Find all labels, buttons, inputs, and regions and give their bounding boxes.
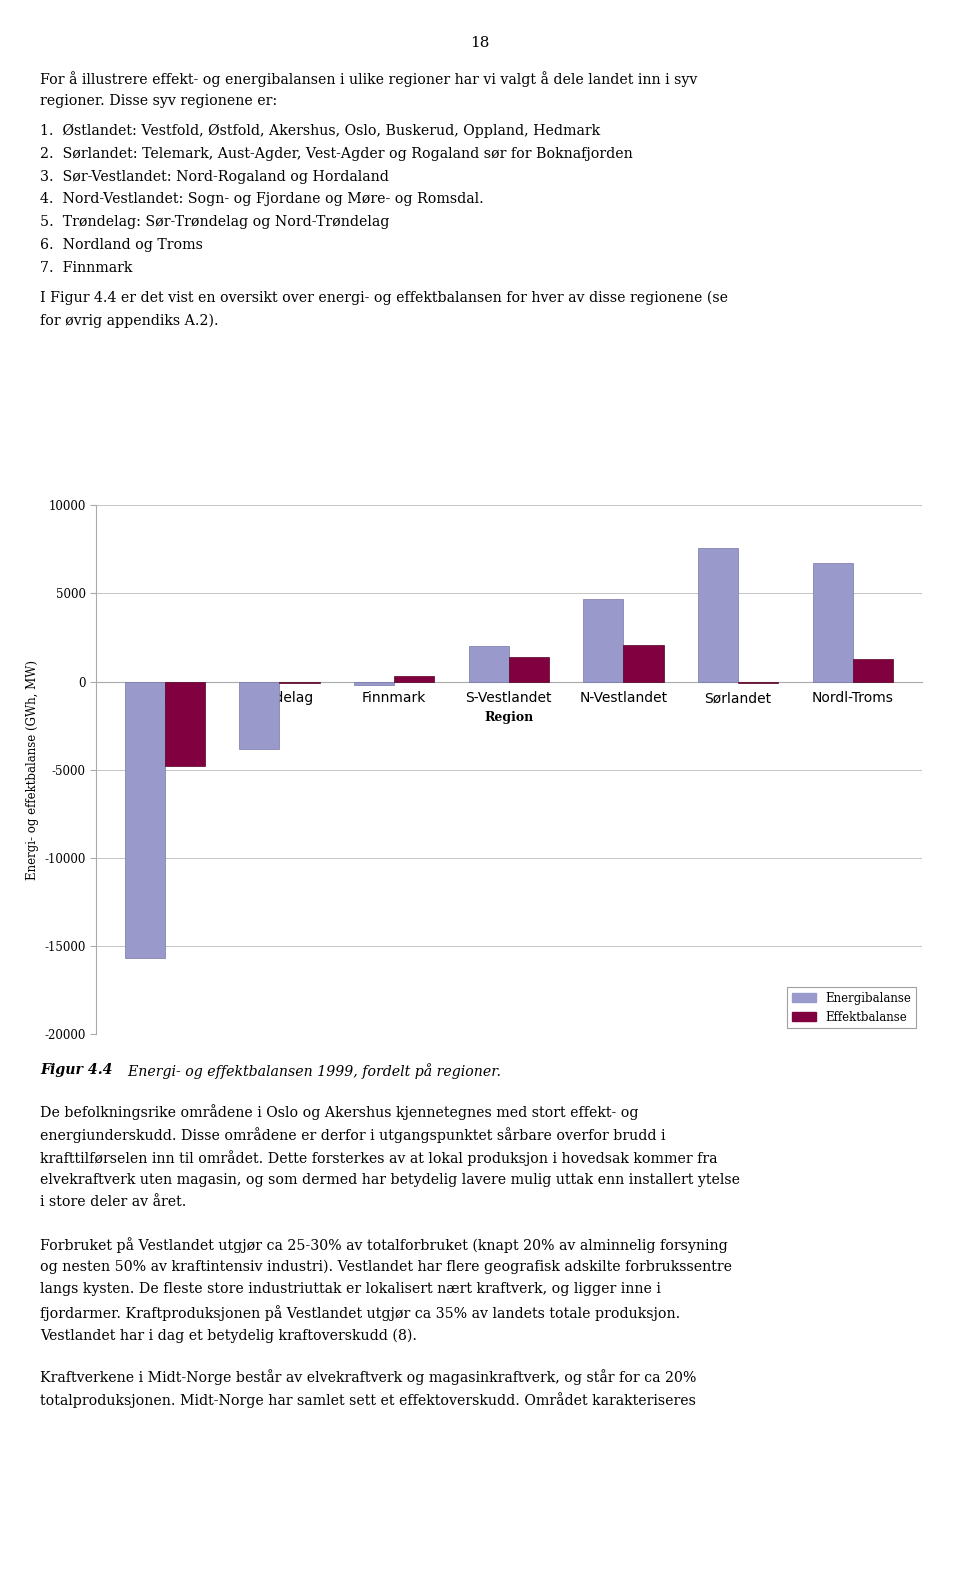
Text: 4.  Nord-Vestlandet: Sogn- og Fjordane og Møre- og Romsdal.: 4. Nord-Vestlandet: Sogn- og Fjordane og… (40, 193, 484, 207)
Text: Forbruket på Vestlandet utgjør ca 25-30% av totalforbruket (knapt 20% av alminne: Forbruket på Vestlandet utgjør ca 25-30%… (40, 1236, 728, 1252)
Bar (698, 548, 738, 682)
Legend: Energibalanse, Effektbalanse: Energibalanse, Effektbalanse (787, 987, 916, 1028)
Text: 1.  Østlandet: Vestfold, Østfold, Akershus, Oslo, Buskerud, Oppland, Hedmark: 1. Østlandet: Vestfold, Østfold, Akershu… (40, 123, 600, 137)
Text: For å illustrere effekt- og energibalansen i ulike regioner har vi valgt å dele : For å illustrere effekt- og energibalans… (40, 71, 698, 87)
Bar (813, 564, 852, 682)
Text: elvekraftverk uten magasin, og som dermed har betydelig lavere mulig uttak enn i: elvekraftverk uten magasin, og som derme… (40, 1173, 740, 1186)
Bar (623, 644, 663, 682)
X-axis label: Region: Region (484, 711, 534, 723)
Bar (852, 658, 893, 682)
Text: Figur 4.4: Figur 4.4 (40, 1063, 113, 1077)
Text: De befolkningsrike områdene i Oslo og Akershus kjennetegnes med stort effekt- og: De befolkningsrike områdene i Oslo og Ak… (40, 1104, 638, 1120)
Text: regioner. Disse syv regionene er:: regioner. Disse syv regionene er: (40, 93, 277, 107)
Text: Kraftverkene i Midt-Norge består av elvekraftverk og magasinkraftverk, og står f: Kraftverkene i Midt-Norge består av elve… (40, 1369, 697, 1385)
Text: 3.  Sør-Vestlandet: Nord-Rogaland og Hordaland: 3. Sør-Vestlandet: Nord-Rogaland og Hord… (40, 169, 389, 183)
Text: 5.  Trøndelag: Sør-Trøndelag og Nord-Trøndelag: 5. Trøndelag: Sør-Trøndelag og Nord-Trøn… (40, 215, 390, 229)
Bar (584, 598, 623, 682)
Bar (165, 682, 204, 766)
Text: og nesten 50% av kraftintensiv industri). Vestlandet har flere geografisk adskil: og nesten 50% av kraftintensiv industri)… (40, 1260, 732, 1274)
Bar (354, 682, 395, 685)
Text: totalproduksjonen. Midt-Norge har samlet sett et effektoverskudd. Området karakt: totalproduksjonen. Midt-Norge har samlet… (40, 1393, 696, 1408)
Text: Energi- og effektbalansen 1999, fordelt på regioner.: Energi- og effektbalansen 1999, fordelt … (110, 1063, 501, 1078)
Text: 18: 18 (470, 36, 490, 51)
Text: energiunderskudd. Disse områdene er derfor i utgangspunktet sårbare overfor brud: energiunderskudd. Disse områdene er derf… (40, 1127, 666, 1143)
Bar (125, 682, 165, 958)
Text: i store deler av året.: i store deler av året. (40, 1195, 186, 1210)
Text: langs kysten. De fleste store industriuttak er lokalisert nært kraftverk, og lig: langs kysten. De fleste store industriut… (40, 1282, 661, 1296)
Text: for øvrig appendiks A.2).: for øvrig appendiks A.2). (40, 314, 219, 328)
Text: fjordarmer. Kraftproduksjonen på Vestlandet utgjør ca 35% av landets totale prod: fjordarmer. Kraftproduksjonen på Vestlan… (40, 1306, 681, 1322)
Text: 6.  Nordland og Troms: 6. Nordland og Troms (40, 238, 204, 253)
Bar (509, 657, 549, 682)
Y-axis label: Energi- og effektbalanse (GWh, MW): Energi- og effektbalanse (GWh, MW) (26, 660, 38, 880)
Text: krafttilførselen inn til området. Dette forsterkes av at lokal produksjon i hove: krafttilførselen inn til området. Dette … (40, 1150, 718, 1165)
Text: 7.  Finnmark: 7. Finnmark (40, 261, 132, 275)
Text: 2.  Sørlandet: Telemark, Aust-Agder, Vest-Agder og Rogaland sør for Boknafjorden: 2. Sørlandet: Telemark, Aust-Agder, Vest… (40, 147, 633, 161)
Bar (468, 646, 509, 682)
Bar (279, 682, 320, 684)
Bar (738, 682, 779, 684)
Bar (395, 676, 434, 682)
Bar (239, 682, 279, 748)
Text: I Figur 4.4 er det vist en oversikt over energi- og effektbalansen for hver av d: I Figur 4.4 er det vist en oversikt over… (40, 291, 729, 305)
Text: Vestlandet har i dag et betydelig kraftoverskudd (8).: Vestlandet har i dag et betydelig krafto… (40, 1328, 418, 1342)
